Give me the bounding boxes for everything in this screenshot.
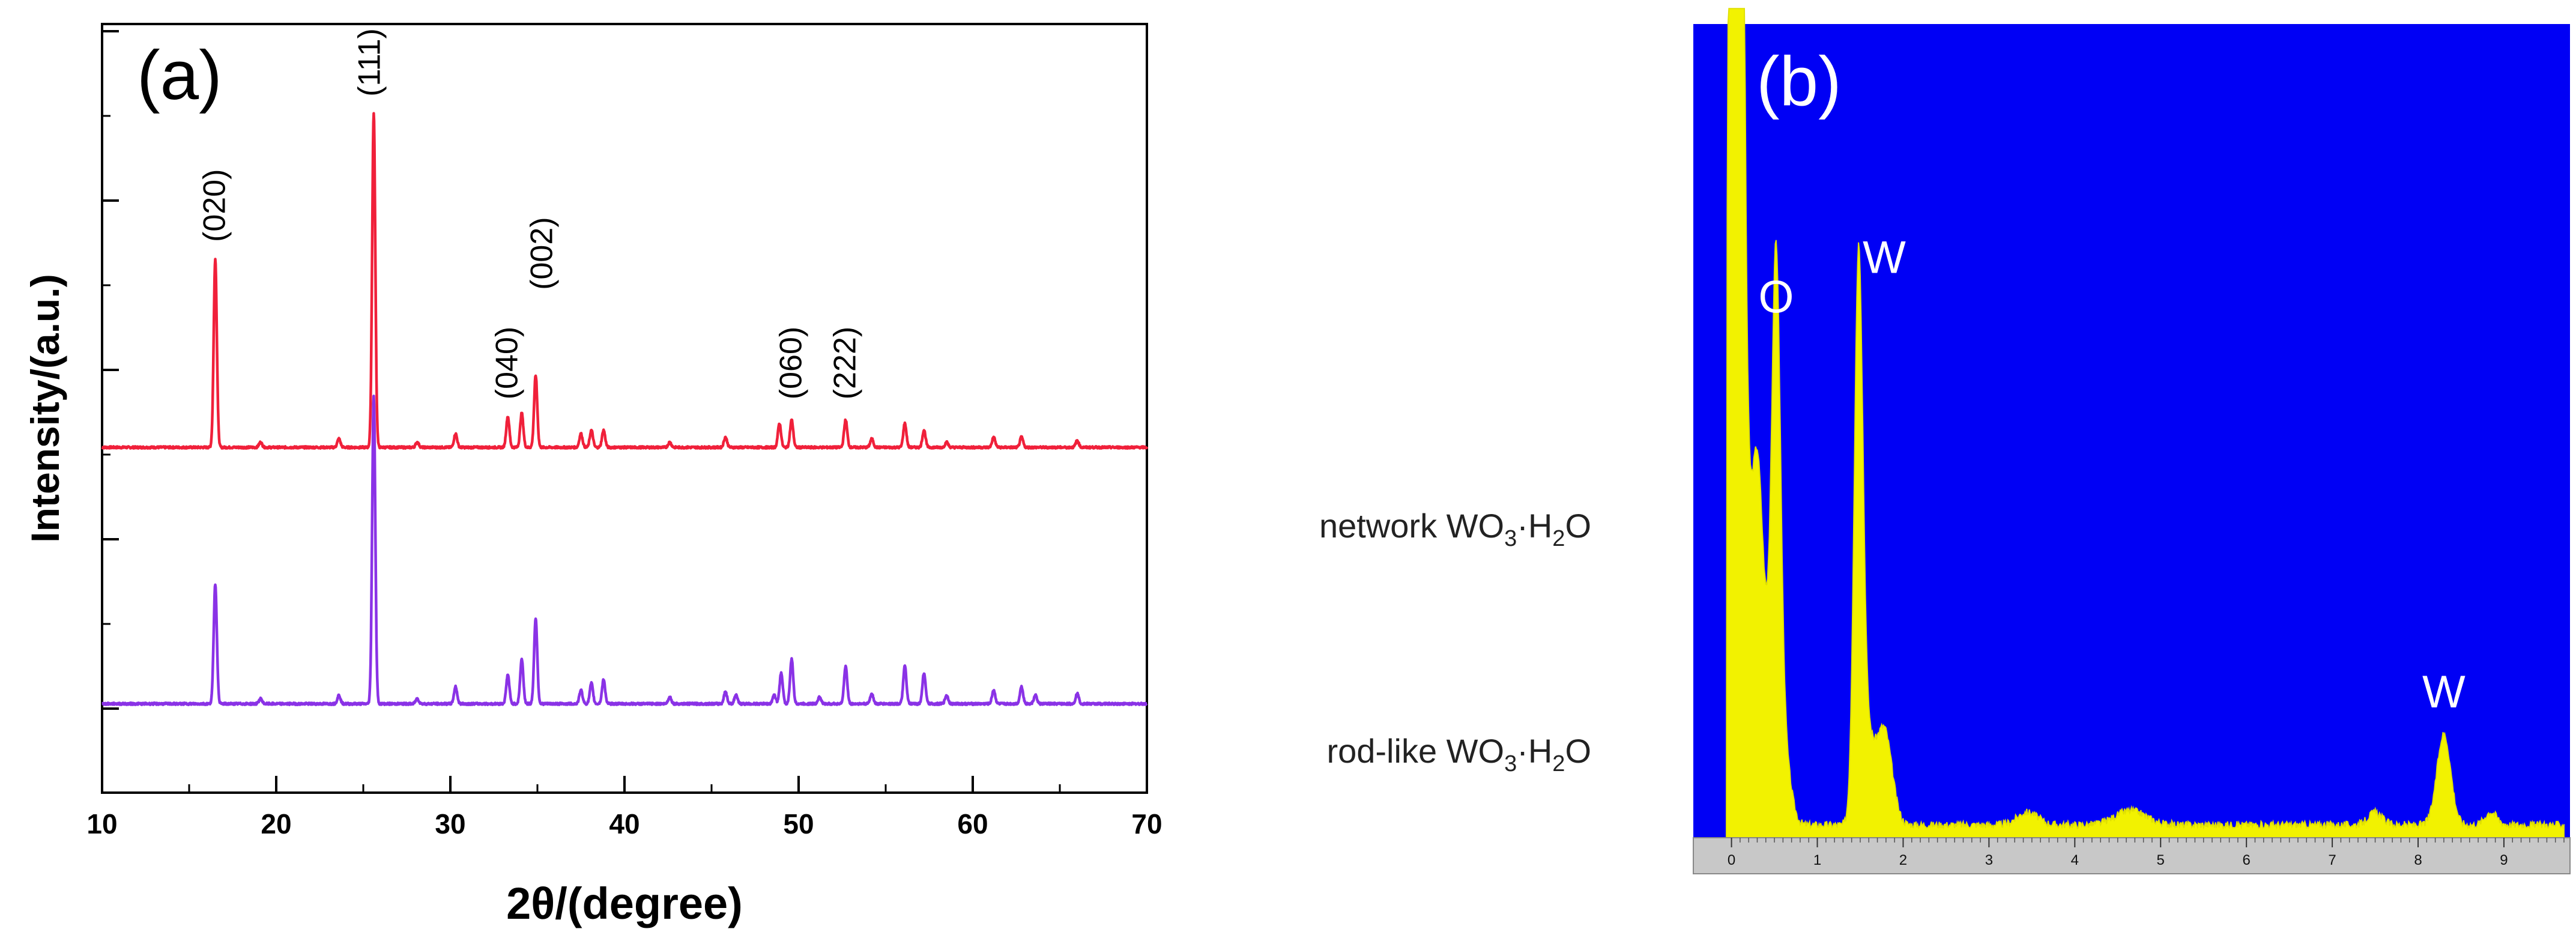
panel-a-plot-frame xyxy=(101,23,1148,794)
eds-x-tick-label: 3 xyxy=(1985,852,1993,868)
x-tick-label: 10 xyxy=(86,808,117,840)
eds-x-tick-label: 9 xyxy=(2500,852,2508,868)
peak-label: (060) xyxy=(773,327,808,399)
panel-b-spectrum-fill xyxy=(1714,8,2565,838)
panel-b-background xyxy=(1693,24,2570,838)
eds-x-tick-label: 5 xyxy=(2157,852,2165,868)
panel-a-label: (a) xyxy=(137,36,222,114)
panel-b-axis-strip xyxy=(1693,837,2571,874)
peak-label: (002) xyxy=(525,217,560,289)
eds-x-tick-label: 0 xyxy=(1728,852,1735,868)
series-label-rod-like: rod-like WO3·H2O xyxy=(1326,732,1591,776)
panel-a-y-ticks xyxy=(102,30,119,710)
eds-x-tick-label: 2 xyxy=(1899,852,1907,868)
eds-x-tick-label: 8 xyxy=(2414,852,2422,868)
x-tick-label: 40 xyxy=(609,808,639,840)
x-tick-label: 30 xyxy=(435,808,465,840)
panel-b-x-ticks: 0 1 2 3 4 5 6 7 8 9 xyxy=(1728,838,2565,868)
x-tick-label: 70 xyxy=(1131,808,1162,840)
element-label: O xyxy=(1758,271,1794,322)
eds-x-tick-label: 1 xyxy=(1813,852,1821,868)
panel-a-peak-labels: (020) (111) (040) (002) (060) (222) xyxy=(198,28,863,399)
panel-b-element-labels: O W W xyxy=(1758,232,2466,718)
peak-label: (040) xyxy=(490,327,525,399)
series-label-network: network WO3·H2O xyxy=(1319,507,1591,551)
panel-a-xrd-chart: 10 20 30 40 50 60 70 (020) (111) (040) (002) (060)… xyxy=(23,23,1591,928)
eds-x-tick-label: 7 xyxy=(2328,852,2336,868)
eds-x-tick-label: 4 xyxy=(2071,852,2079,868)
panel-b-eds-spectrum: 0 1 2 3 4 5 6 7 8 9 O W W (b) xyxy=(1693,8,2571,874)
x-tick-label: 50 xyxy=(783,808,814,840)
panel-a-curves xyxy=(101,112,1149,706)
element-label: W xyxy=(2422,667,2466,718)
panel-b-label: (b) xyxy=(1756,42,1842,120)
series-line-rod-like xyxy=(101,395,1148,706)
element-label: W xyxy=(1863,232,1906,283)
eds-x-tick-label: 6 xyxy=(2242,852,2250,868)
y-axis-label: Intensity/(a.u.) xyxy=(23,274,67,542)
x-tick-label: 60 xyxy=(957,808,988,840)
x-axis-label: 2θ/(degree) xyxy=(506,879,743,928)
panel-a-x-ticks: 10 20 30 40 50 60 70 xyxy=(86,776,1163,840)
peak-label: (222) xyxy=(827,327,862,399)
series-line-network xyxy=(101,112,1149,450)
x-tick-label: 20 xyxy=(261,808,291,840)
peak-label: (111) xyxy=(352,28,387,97)
peak-label: (020) xyxy=(198,169,232,242)
